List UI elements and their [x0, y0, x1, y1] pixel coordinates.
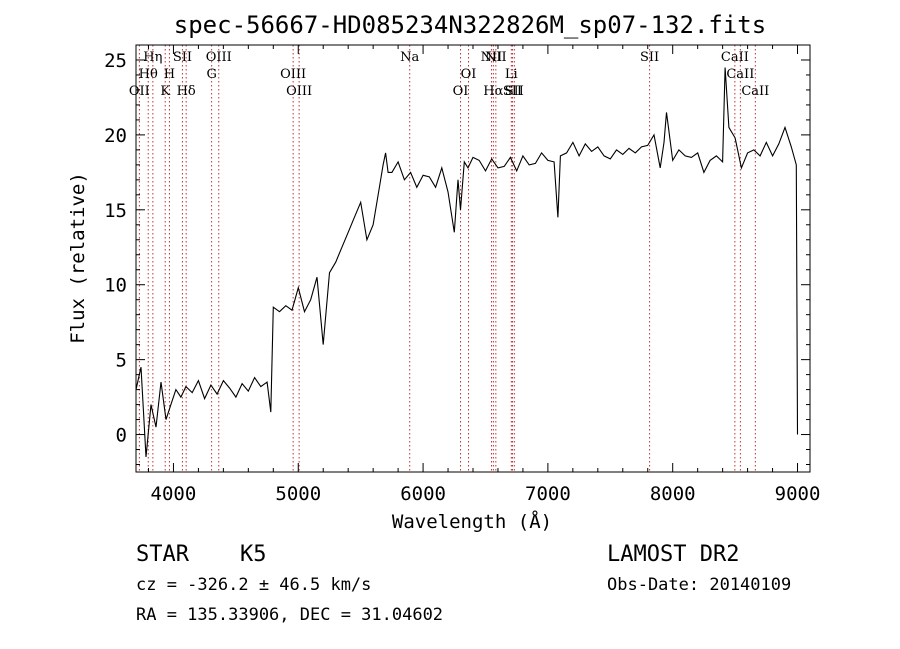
y-tick-label-2: 10	[104, 275, 127, 297]
x-tick-label-2: 6000	[400, 483, 446, 505]
line-label-12: OI	[453, 84, 469, 99]
line-label-5: SII	[173, 50, 192, 65]
line-label-13: OI	[461, 67, 477, 82]
line-label-9: OIII	[280, 67, 306, 82]
obs-date-text: Obs-Date: 20140109	[607, 575, 791, 595]
line-label-4: H	[164, 67, 175, 82]
chart-title: spec-56667-HD085234N322826M_sp07-132.fit…	[174, 11, 766, 39]
line-label-7: G	[206, 67, 216, 82]
line-label-0: OII	[129, 84, 150, 99]
x-tick-label-0: 4000	[151, 483, 197, 505]
plot-frame	[135, 44, 811, 473]
y-tick-label-3: 15	[104, 200, 127, 222]
y-tick-label-1: 5	[116, 350, 127, 372]
line-label-15: Hα	[483, 84, 503, 99]
line-label-6: Hδ	[177, 84, 196, 99]
line-label-20: SII	[640, 50, 659, 65]
x-axis-title: Wavelength (Å)	[392, 510, 552, 533]
survey-text: LAMOST DR2	[607, 542, 739, 567]
object-class-text: STAR	[136, 542, 190, 567]
coordinates-text: RA = 135.33906, DEC = 31.04602	[136, 605, 443, 625]
subclass-text: K5	[240, 542, 267, 567]
y-axis-title: Flux (relative)	[67, 172, 89, 344]
line-label-2: Hη	[143, 50, 162, 65]
line-label-17: Li	[505, 67, 518, 82]
line-label-14: NII	[481, 50, 503, 65]
y-axis-ticks: 0 5 10 15 20 25	[104, 44, 810, 466]
line-label-19: SII	[505, 84, 524, 99]
x-tick-label-5: 9000	[775, 483, 821, 505]
x-tick-label-1: 5000	[275, 483, 321, 505]
line-label-1: Hθ	[139, 67, 158, 82]
line-label-11: Na	[400, 50, 419, 65]
spectral-line-markers	[138, 45, 756, 472]
y-tick-label-5: 25	[104, 50, 127, 72]
line-label-23: CaII	[741, 84, 769, 99]
redshift-text: cz = -326.2 ± 46.5 km/s	[136, 575, 371, 595]
line-label-16: NII	[485, 50, 507, 65]
line-label-22: CaII	[726, 67, 754, 82]
spectral-line-labels: OII Hθ Hη KH SII Hδ G OIII OIII OIII Na OI OI NII Hα NI…	[129, 50, 769, 99]
line-label-3: K	[160, 84, 170, 99]
line-label-8: OIII	[206, 50, 232, 65]
spectrum-series-line	[135, 67, 799, 458]
line-label-21: CaII	[721, 50, 749, 65]
y-tick-label-4: 20	[104, 125, 127, 147]
x-axis-ticks: 4000 5000 6000 7000 8000 9000	[147, 45, 821, 505]
x-tick-label-3: 7000	[525, 483, 571, 505]
line-label-18: SII	[503, 84, 522, 99]
line-label-10: OIII	[286, 84, 312, 99]
x-tick-label-4: 8000	[650, 483, 696, 505]
y-tick-label-0: 0	[116, 425, 127, 447]
